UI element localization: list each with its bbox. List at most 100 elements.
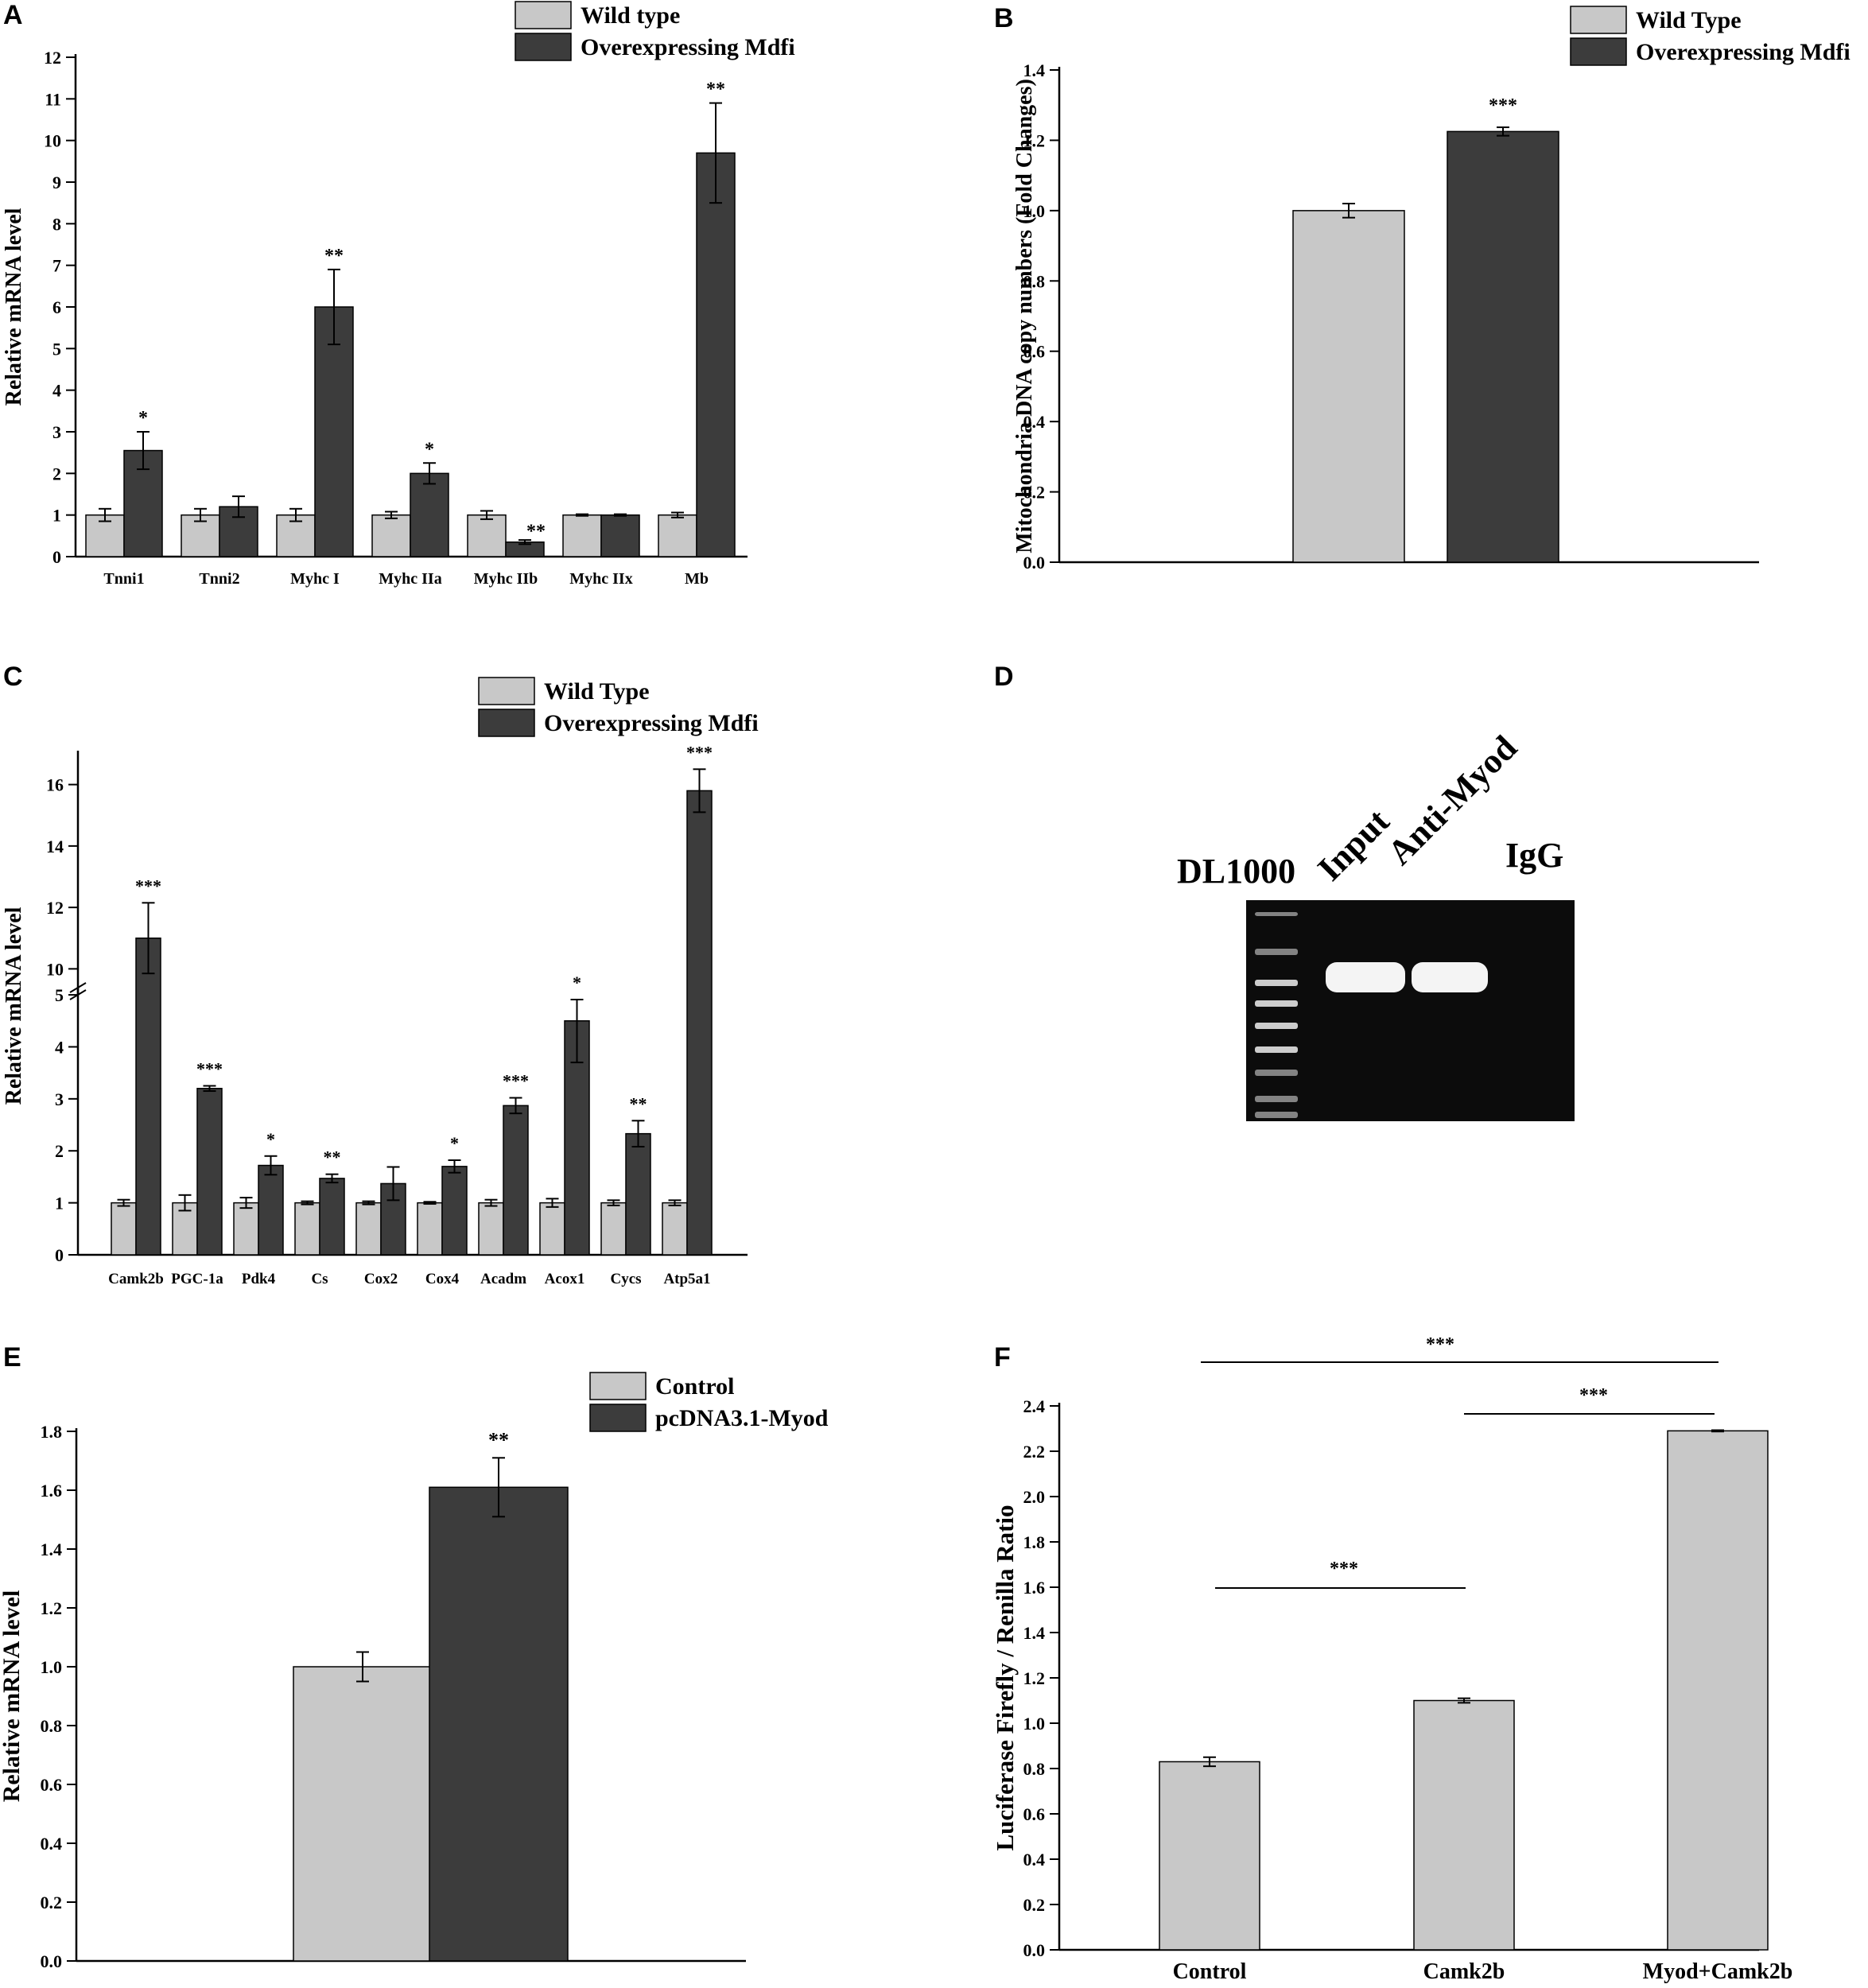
y-tick-label: 12 — [44, 48, 61, 68]
error-bar — [142, 902, 155, 975]
significance-label: *** — [1489, 95, 1517, 116]
y-tick-label: 4 — [55, 1037, 64, 1057]
significance-label: * — [450, 1133, 459, 1153]
error-bar — [117, 1198, 130, 1207]
error-bar — [203, 1085, 216, 1093]
bar-overexpressing-mdfi — [1447, 130, 1559, 563]
legend-label: Wild Type — [544, 678, 650, 705]
error-bar — [1203, 1756, 1216, 1768]
y-tick-label: 0 — [52, 547, 61, 567]
error-bar — [518, 539, 531, 546]
x-tick-label: Cox2 — [364, 1271, 398, 1287]
x-tick-label: Mb — [685, 570, 709, 588]
bar-wild-type — [662, 1202, 688, 1256]
x-tick-label: Cs — [311, 1271, 328, 1287]
ladder-band — [1255, 1070, 1298, 1076]
error-bar — [385, 511, 398, 519]
error-bar — [178, 1194, 192, 1212]
bar-wild-type — [467, 514, 507, 557]
chart-F: 0.0 0.2 0.4 0.6 0.8 1.0 1.2 1.4 1.6 1.8 2.0 2.2 2.4 L… — [991, 1334, 1792, 1984]
y-tick-label: 0 — [55, 1245, 64, 1265]
axis-break-mark — [69, 982, 87, 993]
error-bar — [484, 1198, 498, 1207]
y-axis-label: Relative mRNA level — [2, 208, 26, 406]
y-tick-label: 14 — [46, 837, 64, 856]
y-tick-label: 6 — [52, 297, 61, 317]
legend-swatch — [1570, 6, 1627, 34]
error-bar — [264, 1155, 278, 1176]
y-tick-label: 2.4 — [1023, 1396, 1046, 1416]
significance-label: ** — [488, 1428, 509, 1451]
x-tick-label: Myhc IIb — [474, 570, 538, 588]
lane-label-anti-myod: Anti-Myod — [1380, 728, 1524, 872]
error-bar — [1342, 203, 1355, 219]
error-bar — [492, 1457, 505, 1518]
y-tick-label: 0.2 — [41, 1893, 63, 1912]
x-tick-label: Tnni2 — [199, 570, 239, 588]
y-tick-label: 10 — [46, 959, 64, 979]
comparison-label: *** — [1426, 1334, 1454, 1355]
bar-wild-type — [478, 1202, 504, 1256]
y-tick-label: 8 — [52, 214, 61, 234]
significance-label: * — [573, 973, 581, 992]
error-bar — [328, 268, 340, 346]
y-tick-label: 0.0 — [1023, 1940, 1046, 1960]
y-tick-label: 0.2 — [1023, 1895, 1046, 1915]
bar-wild-type — [1292, 210, 1405, 563]
bar-wild-type — [172, 1202, 198, 1256]
x-tick-label: Myod+Camk2b — [1643, 1959, 1793, 1984]
y-tick-label: 1.0 — [1023, 1714, 1046, 1734]
error-bar — [99, 507, 111, 522]
y-tick-label: 0.0 — [41, 1951, 63, 1971]
significance-label: *** — [196, 1059, 223, 1079]
panel-letter-A: A — [3, 0, 23, 30]
y-tick-label: 1 — [52, 506, 61, 526]
significance-label: * — [138, 408, 148, 429]
x-tick-label: Acadm — [480, 1271, 526, 1287]
bar-wild-type — [371, 514, 411, 557]
ladder-band — [1255, 1046, 1298, 1053]
bar-wild-type — [111, 1202, 137, 1256]
bar-overexpressing-mdfi — [686, 790, 713, 1256]
band-anti-myod — [1412, 962, 1488, 992]
error-bar — [570, 999, 584, 1064]
y-tick-label: 0.4 — [41, 1834, 63, 1854]
ladder-band — [1255, 1023, 1298, 1029]
error-bar — [576, 513, 588, 517]
error-bar — [232, 495, 245, 518]
y-tick-label: 2 — [52, 464, 61, 483]
y-tick-label: 0.2 — [1023, 483, 1046, 503]
legend-swatch — [478, 709, 535, 737]
bar-wild-type — [562, 514, 602, 557]
x-tick-label: Acox1 — [545, 1271, 585, 1287]
error-bar — [423, 1201, 437, 1205]
bar-control — [293, 1666, 433, 1962]
y-tick-label: 0.8 — [1023, 271, 1046, 291]
error-bar — [693, 768, 706, 813]
x-tick-label: Camk2b — [108, 1271, 164, 1287]
bar-overexpressing-mdfi — [196, 1088, 223, 1256]
error-bar — [607, 1199, 620, 1206]
legend: Wild Type Overexpressing Mdfi — [1570, 6, 1851, 66]
legend-label: Wild type — [581, 2, 680, 29]
comparison-label: *** — [1579, 1385, 1608, 1406]
y-axis-label: Mitochondria DNA copy numbers (Fold Chan… — [1012, 79, 1037, 553]
y-tick-label: 2.0 — [1023, 1487, 1046, 1507]
legend-swatch — [1570, 37, 1627, 66]
band-input — [1326, 962, 1405, 992]
ladder-band — [1255, 949, 1298, 955]
y-tick-label: 10 — [44, 131, 61, 151]
bar-camk2b — [1413, 1699, 1515, 1951]
x-tick-label: Atp5a1 — [663, 1271, 710, 1287]
significance-label: ** — [630, 1093, 647, 1113]
y-tick-label: 2.2 — [1023, 1442, 1046, 1462]
x-tick-label: PGC-1a — [171, 1271, 223, 1287]
legend-label: Overexpressing Mdfi — [544, 710, 759, 736]
bar-control — [1159, 1761, 1260, 1951]
y-tick-label: 0.8 — [41, 1716, 63, 1736]
y-tick-label: 0.4 — [1023, 412, 1046, 432]
significance-label: *** — [135, 876, 161, 895]
